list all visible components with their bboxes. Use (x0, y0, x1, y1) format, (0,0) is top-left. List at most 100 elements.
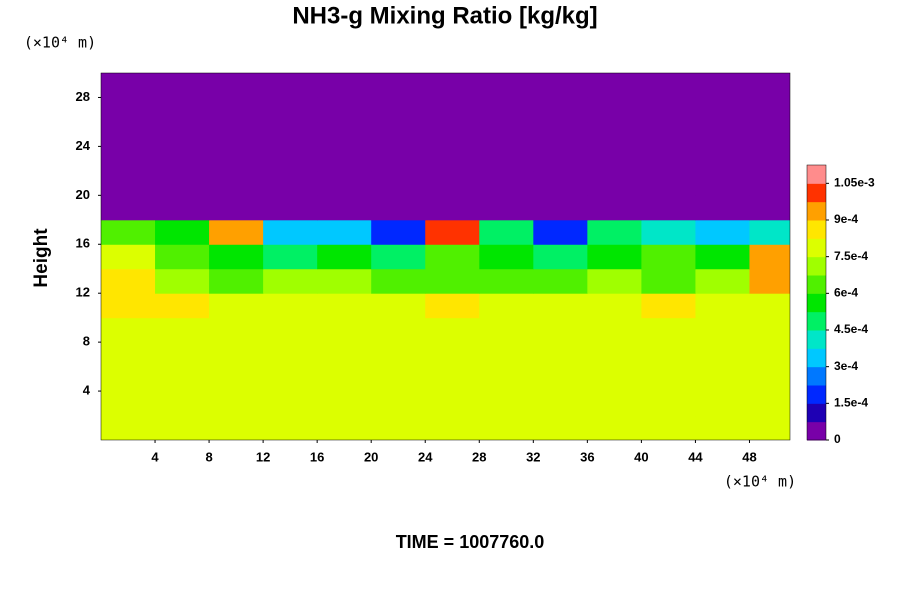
colorbar-tick-label: 6e-4 (834, 286, 858, 300)
cell (371, 146, 426, 172)
cell (533, 73, 588, 98)
cell (371, 195, 426, 221)
cell (533, 146, 588, 172)
cell (425, 268, 480, 294)
cell (533, 317, 588, 343)
colorbar-swatch (807, 348, 826, 368)
cell (101, 268, 156, 294)
x-tick-label: 36 (580, 449, 594, 464)
cell (533, 195, 588, 221)
cell (749, 391, 790, 417)
cell (263, 366, 318, 392)
cell (425, 244, 480, 270)
cell (479, 293, 534, 319)
cell (587, 170, 642, 196)
cell (749, 219, 790, 245)
cell (641, 170, 696, 196)
cell (695, 415, 750, 440)
colorbar-swatch (807, 293, 826, 313)
cell (155, 293, 210, 319)
cell (317, 219, 372, 245)
cell (641, 244, 696, 270)
cell (371, 73, 426, 98)
cell (209, 121, 264, 147)
colorbar-swatch (807, 421, 826, 441)
cell (479, 268, 534, 294)
cell (371, 170, 426, 196)
cell (209, 170, 264, 196)
cell (641, 97, 696, 123)
x-tick-label: 16 (310, 449, 324, 464)
cell (479, 73, 534, 98)
x-tick-label: 12 (256, 449, 270, 464)
cell (371, 97, 426, 123)
cell (155, 268, 210, 294)
cell (263, 342, 318, 368)
cell (209, 391, 264, 417)
cell (749, 195, 790, 221)
colorbar-swatch (807, 330, 826, 349)
cell (695, 317, 750, 343)
cell (425, 170, 480, 196)
cell (209, 342, 264, 368)
cell (587, 391, 642, 417)
cell (587, 73, 642, 98)
cell (263, 97, 318, 123)
cell (263, 121, 318, 147)
cell (749, 317, 790, 343)
cell (749, 366, 790, 392)
cell (209, 244, 264, 270)
cell (749, 293, 790, 319)
cell (209, 317, 264, 343)
cell (533, 170, 588, 196)
cell (695, 244, 750, 270)
cell (155, 342, 210, 368)
cell (101, 97, 156, 123)
cell (641, 146, 696, 172)
cell (101, 244, 156, 270)
cell (479, 219, 534, 245)
cell (371, 366, 426, 392)
y-tick-label: 16 (76, 236, 90, 251)
cell (317, 97, 372, 123)
cell (695, 121, 750, 147)
cell (371, 219, 426, 245)
colorbar-tick-label: 0 (834, 432, 841, 446)
cell (209, 293, 264, 319)
cell (425, 73, 480, 98)
cell (101, 415, 156, 440)
cell (371, 121, 426, 147)
y-tick-label: 4 (83, 383, 91, 398)
cell (479, 415, 534, 440)
cell (641, 366, 696, 392)
x-tick-label: 48 (742, 449, 756, 464)
x-tick-label: 24 (418, 449, 433, 464)
cell (749, 415, 790, 440)
cell (371, 317, 426, 343)
cell (209, 195, 264, 221)
cell (695, 391, 750, 417)
cell (371, 268, 426, 294)
colorbar-tick-label: 9e-4 (834, 212, 858, 226)
cell (425, 391, 480, 417)
cell (587, 342, 642, 368)
cell (317, 146, 372, 172)
cell (533, 293, 588, 319)
cell (695, 268, 750, 294)
cell (155, 219, 210, 245)
colorbar-swatch (807, 238, 826, 258)
cell (479, 146, 534, 172)
x-tick-label: 28 (472, 449, 486, 464)
cell (641, 219, 696, 245)
cell (587, 219, 642, 245)
cell (209, 73, 264, 98)
cell (479, 317, 534, 343)
cell (101, 170, 156, 196)
cell (317, 121, 372, 147)
y-tick-label: 20 (76, 187, 90, 202)
cell (155, 317, 210, 343)
x-tick-label: 44 (688, 449, 703, 464)
cell (425, 317, 480, 343)
cell (155, 73, 210, 98)
cell (533, 342, 588, 368)
